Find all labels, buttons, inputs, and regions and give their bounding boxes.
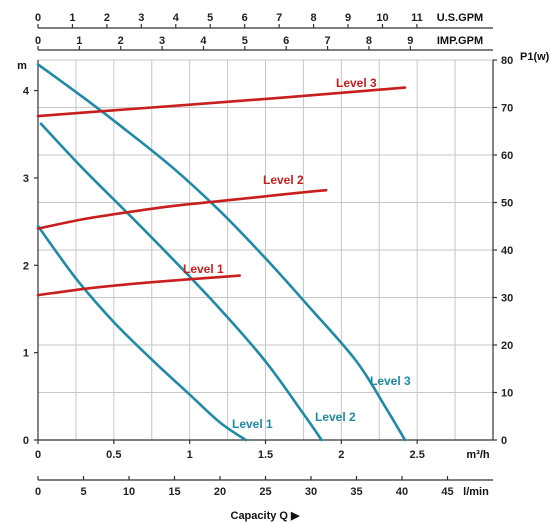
usgpm-tick-label: 10: [376, 12, 388, 24]
head-level2-label: Level 2: [315, 410, 356, 424]
lmin-tick-label: 40: [396, 486, 408, 498]
usgpm-tick-label: 11: [411, 12, 423, 24]
lmin-tick-label: 20: [214, 486, 226, 498]
lmin-tick-label: 0: [35, 486, 41, 498]
usgpm-tick-label: 3: [138, 12, 144, 24]
power-tick-label: 50: [501, 198, 513, 210]
power-tick-label: 40: [501, 245, 513, 257]
head-axis-unit: m: [17, 60, 27, 72]
usgpm-tick-label: 4: [173, 12, 180, 24]
head-curve-level-3: [36, 63, 407, 442]
impgpm-tick-label: 7: [325, 35, 331, 47]
head-curve-level-1: [36, 224, 248, 442]
lmin-tick-label: 30: [305, 486, 317, 498]
usgpm-tick-label: 7: [276, 12, 282, 24]
power-tick-label: 10: [501, 388, 513, 400]
head-tick-label: 3: [23, 173, 29, 185]
power-curve-level-1: [36, 274, 241, 297]
grid: [37, 59, 494, 441]
lmin-tick-label: 25: [259, 486, 271, 498]
impgpm-tick-label: 5: [242, 35, 248, 47]
impgpm-tick-label: 0: [35, 35, 41, 47]
capacity-tick-label: 2.5: [410, 449, 425, 461]
power-curve-level-2: [36, 188, 328, 230]
usgpm-tick-label: 0: [35, 12, 41, 24]
power-tick-label: 20: [501, 340, 513, 352]
capacity-tick-label: 2: [338, 449, 344, 461]
head-level1-label: Level 1: [232, 417, 273, 431]
head-level3-label: Level 3: [370, 374, 411, 388]
head-tick-label: 4: [23, 86, 30, 98]
lmin-tick-label: 35: [350, 486, 362, 498]
capacity-tick-label: 1: [187, 449, 193, 461]
usgpm-tick-label: 5: [207, 12, 213, 24]
capacity-tick-label: 1.5: [258, 449, 273, 461]
power-level1-label: Level 1: [183, 262, 224, 276]
power-tick-label: 60: [501, 150, 513, 162]
usgpm-tick-label: 8: [311, 12, 317, 24]
impgpm-tick-label: 6: [283, 35, 289, 47]
head-curve-level-2: [39, 122, 323, 442]
lmin-tick-label: 5: [80, 486, 86, 498]
head-tick-label: 1: [23, 348, 29, 360]
power-level2-label: Level 2: [263, 173, 304, 187]
lmin-axis-unit: l/min: [463, 486, 489, 498]
series: [36, 63, 407, 442]
head-tick-label: 2: [23, 260, 29, 272]
lmin-tick-label: 45: [441, 486, 453, 498]
labels: Level 1 Level 2 Level 3 Level 1 Level 2 Level…: [183, 76, 411, 431]
impgpm-axis-unit: IMP.GPM: [437, 35, 483, 47]
power-curve-level-3: [36, 86, 407, 118]
capacity-axis-title: Capacity Q ▶: [231, 510, 301, 522]
capacity-axis-unit: m³/h: [466, 449, 490, 461]
power-level3-label: Level 3: [336, 76, 377, 90]
power-tick-label: 30: [501, 293, 513, 305]
power-tick-label: 80: [501, 55, 513, 67]
power-tick-label: 70: [501, 103, 513, 115]
usgpm-tick-label: 6: [242, 12, 248, 24]
capacity-tick-label: 0.5: [106, 449, 121, 461]
usgpm-axis-unit: U.S.GPM: [437, 12, 483, 24]
impgpm-tick-label: 3: [159, 35, 165, 47]
head-tick-label: 0: [23, 435, 29, 447]
lmin-tick-label: 15: [168, 486, 180, 498]
impgpm-tick-label: 2: [118, 35, 124, 47]
lmin-tick-label: 10: [123, 486, 135, 498]
power-axis-unit: P1(w): [520, 51, 550, 63]
usgpm-tick-label: 9: [345, 12, 351, 24]
usgpm-tick-label: 1: [69, 12, 75, 24]
impgpm-tick-label: 9: [407, 35, 413, 47]
impgpm-tick-label: 8: [366, 35, 372, 47]
impgpm-tick-label: 1: [76, 35, 82, 47]
usgpm-tick-label: 2: [104, 12, 110, 24]
power-tick-label: 0: [501, 435, 507, 447]
capacity-tick-label: 0: [35, 449, 41, 461]
impgpm-tick-label: 4: [200, 35, 207, 47]
